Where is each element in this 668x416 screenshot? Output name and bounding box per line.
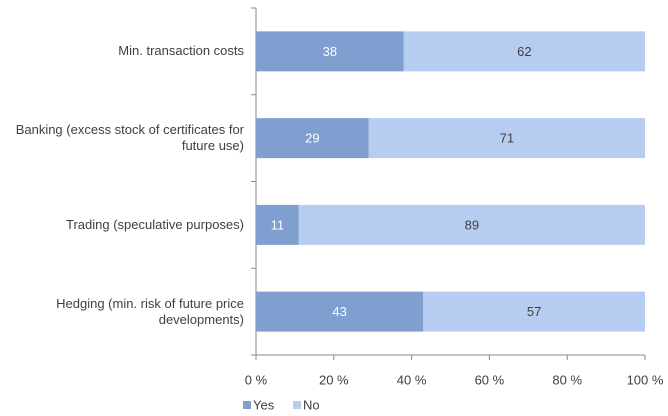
- data-label: 43: [332, 304, 346, 319]
- bar-segment: [368, 118, 645, 159]
- bar-segment: [256, 31, 404, 72]
- bar-segment: [256, 204, 299, 245]
- y-tick-label: Trading (speculative purposes): [66, 216, 244, 232]
- x-tick-label: 80 %: [552, 372, 582, 387]
- x-tick-label: 40 %: [397, 372, 427, 387]
- data-label: 71: [500, 131, 514, 146]
- data-label: 89: [465, 217, 479, 232]
- legend-swatch: [293, 401, 301, 409]
- x-tick-label: 0 %: [245, 372, 268, 387]
- bar-segment: [403, 31, 645, 72]
- x-tick-label: 60 %: [475, 372, 505, 387]
- legend-label: Yes: [253, 397, 275, 412]
- x-tick-label: 100 %: [627, 372, 664, 387]
- data-label: 11: [271, 217, 285, 232]
- legend-label: No: [303, 397, 320, 412]
- bar-segment: [423, 291, 645, 332]
- y-tick-label: Banking (excess stock of certificates fo…: [15, 122, 244, 154]
- legend-swatch: [243, 401, 251, 409]
- data-label: 57: [527, 304, 541, 319]
- data-label: 38: [323, 44, 337, 59]
- x-tick-label: 20 %: [319, 372, 349, 387]
- bar-segment: [298, 204, 645, 245]
- data-label: 29: [305, 131, 319, 146]
- data-label: 62: [517, 44, 531, 59]
- y-tick-label: Hedging (min. risk of future price devel…: [56, 295, 244, 327]
- bar-segment: [256, 118, 369, 159]
- bar-segment: [256, 291, 424, 332]
- y-tick-label: Min. transaction costs: [118, 43, 244, 59]
